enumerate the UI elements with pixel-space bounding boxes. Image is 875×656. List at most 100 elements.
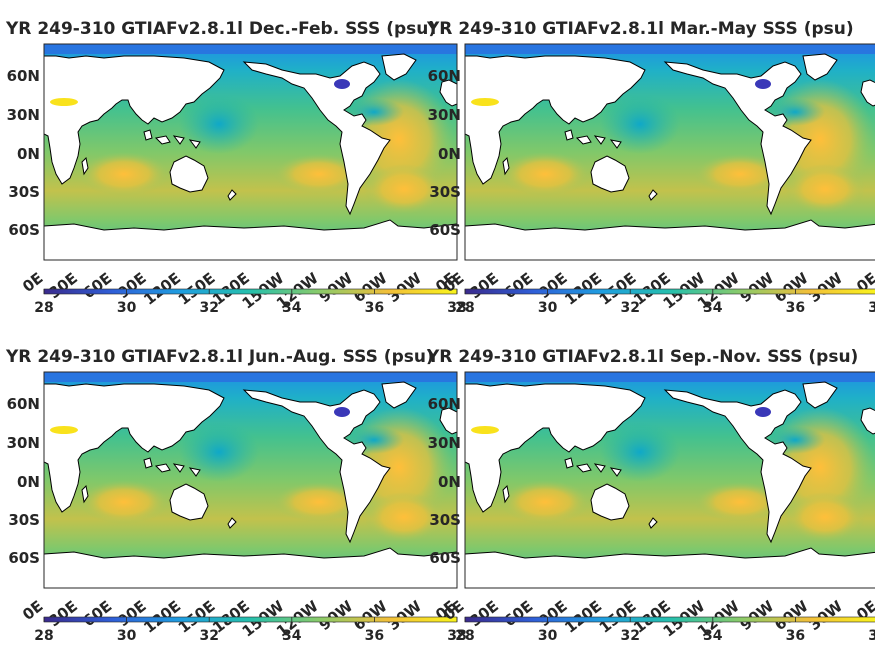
- map-panel: YR 249-310 GTIAFv2.8.1l Mar.-May SSS (ps…: [426, 19, 875, 316]
- y-tick-label: 60S: [429, 221, 461, 239]
- indian-ocean-salty-region: [500, 480, 590, 524]
- hudson-bay: [755, 79, 771, 89]
- y-tick-label: 60N: [7, 67, 40, 85]
- eurasia-africa-landmass: [43, 55, 225, 185]
- colorbar-tick-label: 38: [447, 300, 466, 316]
- arctic-fresh-band: [44, 44, 457, 54]
- south-pacific-salty-region: [695, 482, 785, 522]
- y-tick-label: 60S: [8, 549, 40, 567]
- x-tick-label: 60E: [80, 269, 116, 302]
- mediterranean-sea: [471, 426, 499, 434]
- warm-pool-fresh-region: [600, 422, 680, 482]
- x-tick-label: 30W: [805, 597, 846, 635]
- hudson-bay: [755, 407, 771, 417]
- y-tick-label: 0N: [17, 473, 40, 491]
- y-tick-label: 30S: [8, 511, 40, 529]
- colorbar-tick-label: 36: [365, 300, 384, 316]
- colorbar-tick-label: 36: [786, 628, 805, 644]
- new-zealand-landmass: [648, 189, 658, 201]
- new-zealand-landmass: [227, 517, 237, 529]
- greenland-landmass: [802, 53, 838, 81]
- map-area: [43, 371, 458, 589]
- colorbar-tick-label: 32: [620, 628, 639, 644]
- x-tick-label: 30E: [466, 269, 502, 302]
- indonesia-islands: [143, 457, 201, 477]
- madagascar-landmass: [502, 156, 510, 176]
- madagascar-landmass: [502, 484, 510, 504]
- axes-frame: [464, 43, 875, 261]
- y-tick-label: 0N: [17, 145, 40, 163]
- x-tick-label: 0E: [19, 597, 46, 624]
- south-atlantic-salty-region: [785, 492, 865, 542]
- x-tick-label: 30W: [805, 269, 846, 307]
- colorbar: [464, 616, 875, 623]
- australia-landmass: [590, 155, 630, 193]
- y-tick-label: 30N: [7, 434, 40, 452]
- greenland-landmass: [381, 53, 417, 81]
- warm-pool-fresh-region: [179, 422, 259, 482]
- y-tick-label: 60S: [8, 221, 40, 239]
- antarctica-landmass: [464, 547, 875, 589]
- indian-ocean-salty-region: [79, 152, 169, 196]
- x-tick-label: 30E: [45, 597, 81, 630]
- colorbar-tick-label: 28: [34, 628, 53, 644]
- colorbar: [464, 288, 875, 295]
- america-landmass: [242, 61, 391, 216]
- colorbar: [43, 616, 458, 623]
- map-panel: YR 249-310 GTIAFv2.8.1l Dec.-Feb. SSS (p…: [5, 19, 467, 316]
- eurasia-africa-landmass: [464, 383, 646, 513]
- colorbar-tick-label: 28: [455, 300, 474, 316]
- colorbar-tick-label: 28: [455, 628, 474, 644]
- map-area: [464, 371, 875, 589]
- europe-west-landmass: [439, 79, 458, 107]
- south-atlantic-salty-region: [364, 164, 444, 214]
- mediterranean-sea: [471, 98, 499, 106]
- y-tick-label: 60S: [429, 549, 461, 567]
- colorbar-tick-label: 34: [282, 628, 302, 644]
- colorbar-tick-label: 28: [34, 300, 53, 316]
- colorbar-tick-label: 30: [538, 300, 558, 316]
- x-tick-label: 60E: [501, 597, 537, 630]
- y-tick-label: 30N: [7, 106, 40, 124]
- y-tick-label: 60N: [428, 395, 461, 413]
- axes-frame: [464, 371, 875, 589]
- colorbar-tick-label: 38: [868, 300, 875, 316]
- colorbar-tick-label: 34: [282, 300, 302, 316]
- colorbar-tick-label: 38: [447, 628, 466, 644]
- y-tick-label: 0N: [438, 145, 461, 163]
- panel-title: YR 249-310 GTIAFv2.8.1l Dec.-Feb. SSS (p…: [5, 19, 436, 39]
- south-pacific-salty-region: [274, 154, 364, 194]
- x-tick-label: 90W: [737, 597, 778, 635]
- y-tick-label: 60N: [428, 67, 461, 85]
- panel-title: YR 249-310 GTIAFv2.8.1l Sep.-Nov. SSS (p…: [426, 347, 858, 367]
- panel-title: YR 249-310 GTIAFv2.8.1l Jun.-Aug. SSS (p…: [5, 347, 434, 367]
- x-tick-label: 0E: [19, 269, 46, 296]
- south-atlantic-salty-region: [364, 492, 444, 542]
- warm-pool-fresh-region: [600, 94, 680, 154]
- axes-frame: [43, 43, 458, 261]
- x-tick-label: 90W: [316, 597, 357, 635]
- arctic-fresh-band: [465, 372, 875, 382]
- mediterranean-sea: [50, 426, 78, 434]
- mediterranean-sea: [50, 98, 78, 106]
- y-tick-label: 30N: [428, 106, 461, 124]
- hudson-bay: [334, 407, 350, 417]
- x-tick-label: 30W: [384, 597, 425, 635]
- europe-west-landmass: [860, 407, 875, 435]
- america-landmass: [663, 61, 812, 216]
- indonesia-islands: [564, 457, 622, 477]
- colorbar-tick-label: 36: [365, 628, 384, 644]
- colorbar-tick-label: 32: [620, 300, 639, 316]
- eurasia-africa-landmass: [464, 55, 646, 185]
- y-tick-label: 30S: [429, 183, 461, 201]
- y-tick-label: 30S: [8, 183, 40, 201]
- warm-pool-fresh-region: [179, 94, 259, 154]
- map-panel: YR 249-310 GTIAFv2.8.1l Jun.-Aug. SSS (p…: [5, 347, 467, 644]
- antarctica-landmass: [464, 219, 875, 261]
- colorbar-tick-label: 30: [117, 628, 137, 644]
- y-tick-label: 60N: [7, 395, 40, 413]
- x-tick-label: 30W: [384, 269, 425, 307]
- axes-frame: [43, 371, 458, 589]
- colorbar-tick-label: 30: [538, 628, 558, 644]
- x-tick-label: 30E: [466, 597, 502, 630]
